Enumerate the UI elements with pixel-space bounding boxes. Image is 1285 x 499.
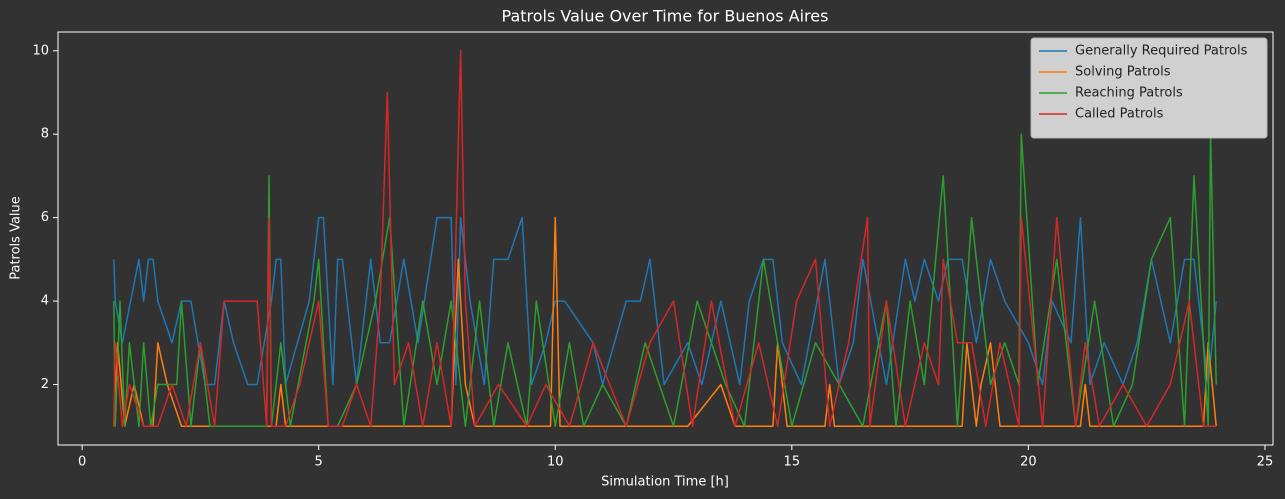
legend-label: Generally Required Patrols xyxy=(1075,44,1248,59)
y-tick-label: 6 xyxy=(41,210,49,225)
x-tick-label: 10 xyxy=(547,455,564,470)
x-tick-label: 0 xyxy=(78,455,86,470)
series-line xyxy=(113,216,1217,386)
series-line xyxy=(113,133,1217,427)
x-axis-label: Simulation Time [h] xyxy=(601,475,729,490)
chart-title: Patrols Value Over Time for Buenos Aires xyxy=(502,7,829,26)
x-tick-label: 20 xyxy=(1020,455,1037,470)
series-line xyxy=(113,216,1217,427)
x-tick-label: 15 xyxy=(784,455,801,470)
x-tick-label: 25 xyxy=(1257,455,1274,470)
y-tick-label: 8 xyxy=(41,127,49,142)
y-tick-label: 10 xyxy=(32,43,49,58)
y-tick-label: 2 xyxy=(41,377,49,392)
legend-label: Called Patrols xyxy=(1075,107,1164,122)
x-tick-label: 5 xyxy=(315,455,323,470)
y-axis-label: Patrols Value xyxy=(9,196,24,280)
legend-label: Reaching Patrols xyxy=(1075,86,1183,101)
y-tick-label: 4 xyxy=(41,294,49,309)
series-line xyxy=(113,50,1217,427)
legend-box xyxy=(1030,37,1268,139)
axes-frame xyxy=(57,31,1274,446)
legend-label: Solving Patrols xyxy=(1075,65,1171,80)
